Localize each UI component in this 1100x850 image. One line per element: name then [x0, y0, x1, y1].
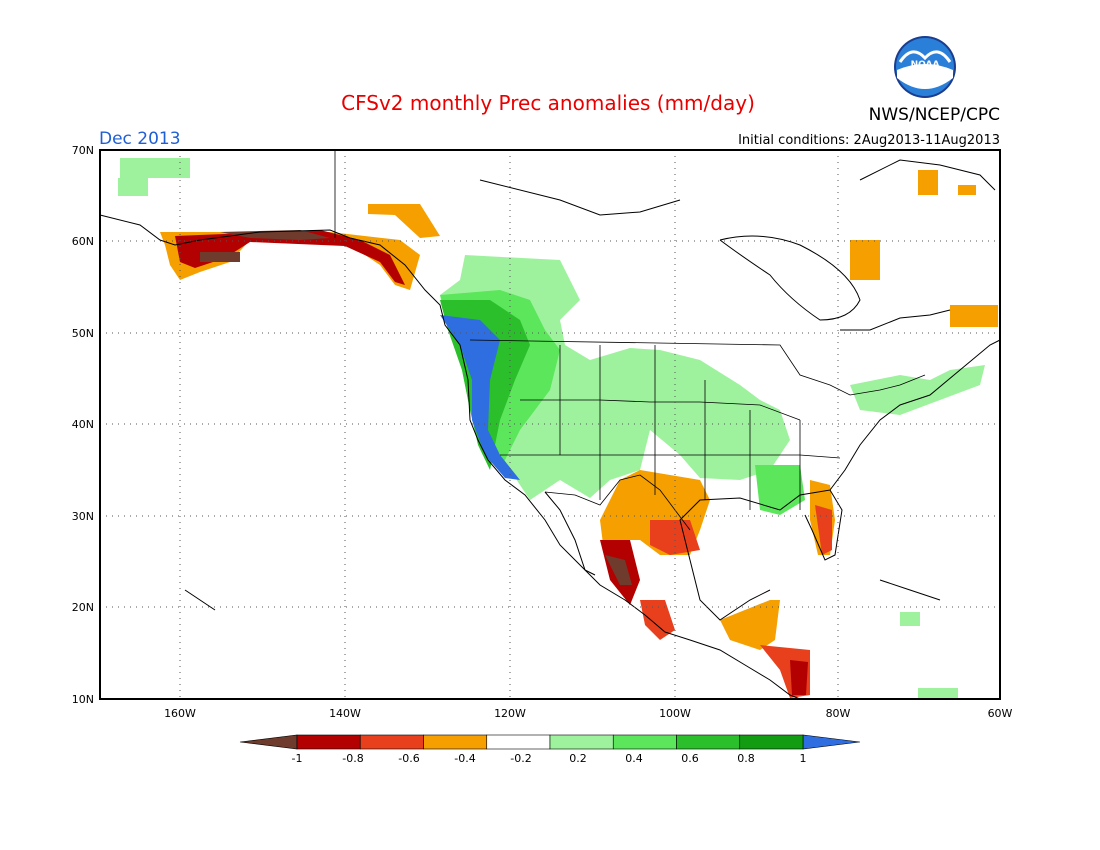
- lat-label: 50N: [72, 327, 94, 340]
- colorbar-swatch: [423, 734, 488, 750]
- colorbar: -1 -0.8 -0.6 -0.4 -0.2 0.2 0.4 0.6 0.8 1: [239, 734, 861, 765]
- colorbar-swatch: [676, 734, 741, 750]
- lat-axis: 70N 60N 50N 40N 30N 20N 10N: [72, 144, 94, 706]
- colorbar-swatch: [359, 734, 424, 750]
- colorbar-label: 0.2: [569, 752, 587, 765]
- noaa-logo: NOAA: [894, 36, 956, 98]
- lon-label: 120W: [494, 707, 526, 720]
- colorbar-label: -0.8: [342, 752, 363, 765]
- lon-label: 160W: [164, 707, 196, 720]
- lon-axis: 160W 140W 120W 100W 80W 60W: [164, 707, 1012, 720]
- colorbar-swatch: [549, 734, 614, 750]
- lon-label: 100W: [659, 707, 691, 720]
- anomaly-shading: [118, 158, 998, 698]
- lat-label: 70N: [72, 144, 94, 157]
- map-frame: [99, 149, 1001, 700]
- month-label: Dec 2013: [99, 129, 181, 149]
- colorbar-left-arrow: [239, 734, 298, 750]
- lat-label: 30N: [72, 510, 94, 523]
- colorbar-swatch: [739, 734, 804, 750]
- colorbar-label: 0.4: [625, 752, 643, 765]
- logo-text: NOAA: [911, 60, 940, 70]
- gridlines: [100, 150, 1000, 699]
- colorbar-label: -0.4: [454, 752, 475, 765]
- lon-label: 60W: [988, 707, 1013, 720]
- colorbar-label: -1: [292, 752, 303, 765]
- map-panel: [99, 149, 1001, 700]
- colorbar-label: 0.6: [681, 752, 699, 765]
- lon-label: 80W: [826, 707, 851, 720]
- lat-label: 20N: [72, 601, 94, 614]
- colorbar-label: 1: [800, 752, 807, 765]
- colorbar-swatch: [296, 734, 361, 750]
- colorbar-swatch: [612, 734, 677, 750]
- lat-label: 10N: [72, 693, 94, 706]
- colorbar-right-arrow: [802, 734, 861, 750]
- lat-label: 40N: [72, 418, 94, 431]
- colorbar-label: 0.8: [737, 752, 755, 765]
- agency-label: NWS/NCEP/CPC: [869, 105, 1000, 125]
- colorbar-swatch: [486, 734, 551, 750]
- lon-label: 140W: [329, 707, 361, 720]
- chart-title: CFSv2 monthly Prec anomalies (mm/day): [341, 91, 755, 115]
- colorbar-label: -0.2: [510, 752, 531, 765]
- coastlines: [99, 159, 1001, 700]
- lat-label: 60N: [72, 235, 94, 248]
- colorbar-label: -0.6: [398, 752, 419, 765]
- initial-conditions-label: Initial conditions: 2Aug2013-11Aug2013: [738, 133, 1000, 148]
- political-borders: [334, 150, 926, 531]
